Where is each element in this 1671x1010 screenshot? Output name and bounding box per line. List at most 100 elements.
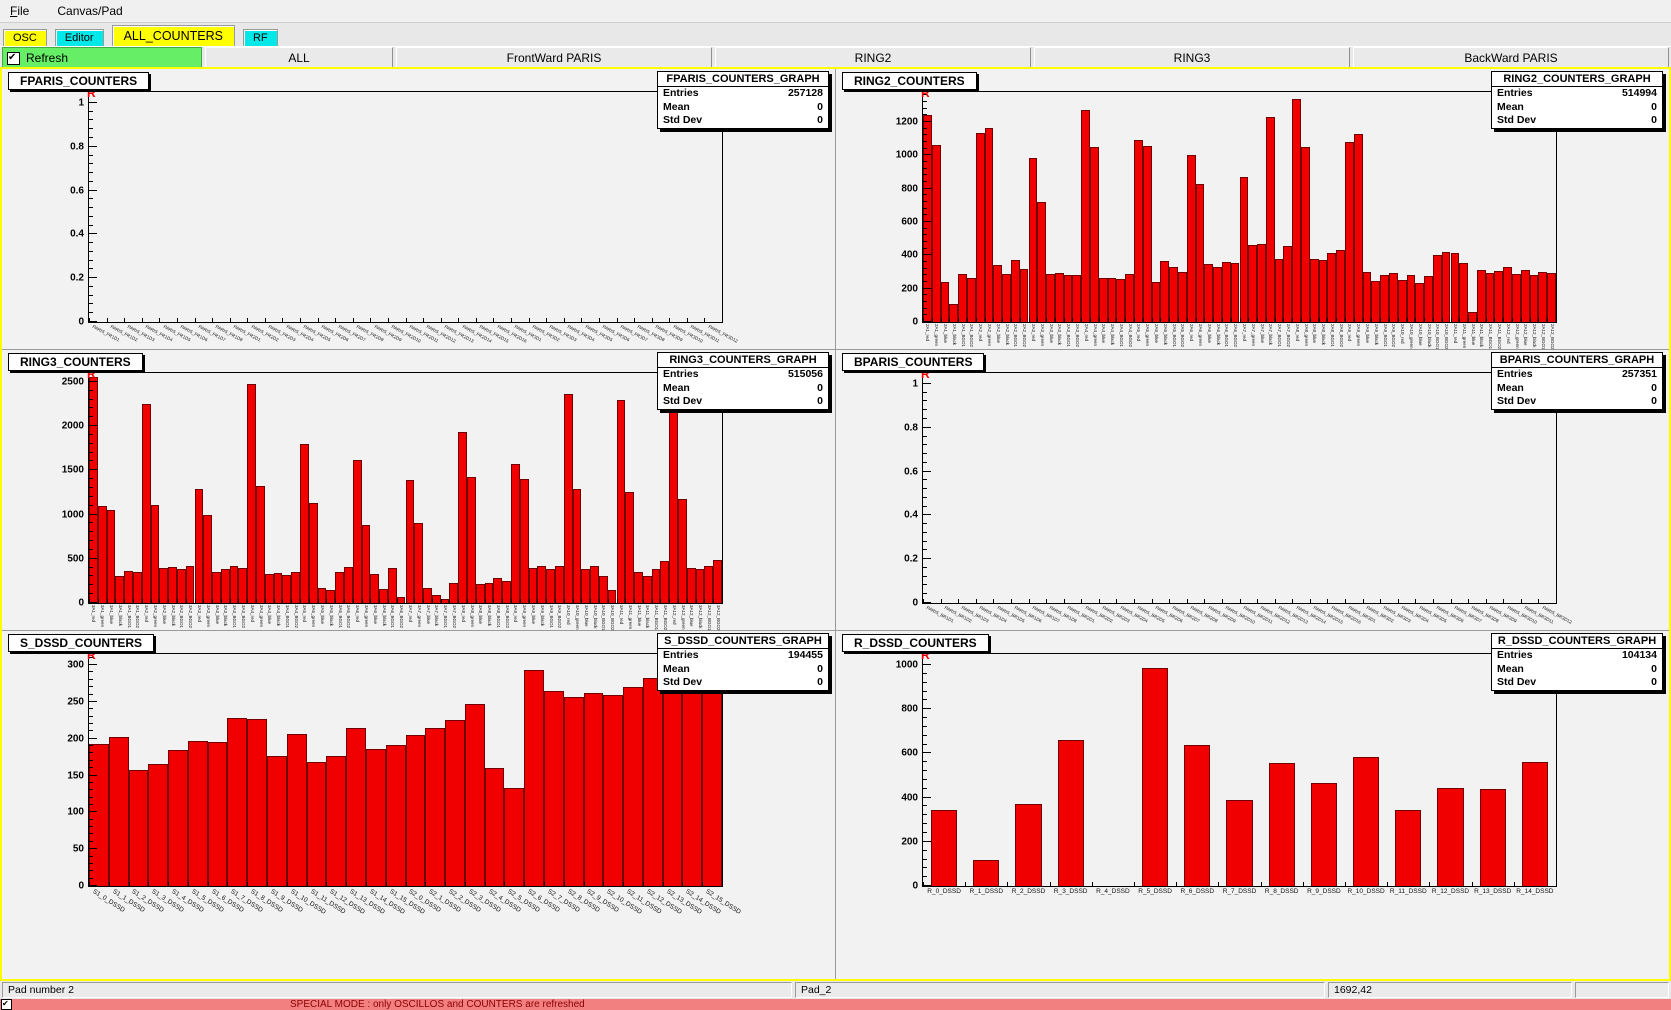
stats-box[interactable]: RING3_COUNTERS_GRAPH Entries 515056 Mean 0… xyxy=(657,352,829,410)
pad-ring3-counters[interactable]: RING3_COUNTERS RING3_COUNTERS_GRAPH Entr… xyxy=(2,350,835,631)
histogram-bar xyxy=(607,589,617,603)
histogram-bar xyxy=(387,568,397,603)
histogram-bar xyxy=(1116,278,1126,322)
x-axis-tick xyxy=(546,599,548,603)
pad-fparis-counters[interactable]: FPARIS_COUNTERS FPARIS_COUNTERS_GRAPH En… xyxy=(2,69,835,349)
refresh-toggle[interactable]: Refresh xyxy=(2,47,202,69)
y-axis-tick-label: 400 xyxy=(901,249,918,261)
x-axis-tick xyxy=(1028,318,1030,322)
x-axis-tick xyxy=(702,882,704,886)
x-axis-tick xyxy=(207,882,209,886)
root-canvas[interactable]: FPARIS_COUNTERS FPARIS_COUNTERS_GRAPH En… xyxy=(0,67,1671,981)
x-axis-tick xyxy=(385,882,387,886)
y-axis-minor-tick xyxy=(89,224,93,226)
y-axis-minor-tick xyxy=(923,743,927,745)
x-axis-tick xyxy=(1345,882,1346,886)
stats-box[interactable]: BPARIS_COUNTERS_GRAPH Entries 257351 Mean… xyxy=(1491,352,1663,410)
x-axis-tick xyxy=(923,318,924,322)
plot-area[interactable]: R 0 50 100 150 200 250 300 S1_0_DSSD S1_1_DSSD S1_… xyxy=(67,648,742,916)
button-all[interactable]: ALL xyxy=(205,47,393,69)
y-axis-minor-tick xyxy=(923,849,927,851)
button-backward-paris[interactable]: BackWard PARIS xyxy=(1353,47,1669,69)
x-axis-tick xyxy=(722,318,723,322)
x-axis-tick-label: 3A3_blue xyxy=(214,605,220,625)
pad-s-dssd-counters[interactable]: S_DSSD_COUNTERS S_DSSD_COUNTERS_GRAPH En… xyxy=(2,631,835,979)
x-axis-tick-label: 2A7_BGO1 xyxy=(1277,324,1283,348)
stats-value: 0 xyxy=(1651,114,1657,126)
histogram-bar xyxy=(484,768,505,886)
y-axis-minor-tick xyxy=(89,759,93,761)
plot-area[interactable]: R 0 200 400 600 800 1000 R_0_DSSD R_1_DSSD R_2_DS… xyxy=(896,648,1557,895)
x-axis-tick-label: 3A12_green xyxy=(680,605,686,630)
stats-box[interactable]: FPARIS_COUNTERS_GRAPH Entries 257128 Mean… xyxy=(657,71,829,129)
y-axis-minor-tick xyxy=(923,761,927,763)
plot-area[interactable]: R 0 500 1000 1500 2000 2500 3A1_red 3A1_green 3A1… xyxy=(62,367,723,631)
histogram-bar xyxy=(449,582,459,603)
histogram-bar xyxy=(1476,270,1486,322)
histogram-bar xyxy=(176,569,186,603)
x-axis-tick xyxy=(379,599,381,603)
button-ring3[interactable]: RING3 xyxy=(1034,47,1350,69)
histogram-bar xyxy=(1345,142,1354,322)
plot-area[interactable]: R 0 0.2 0.4 0.6 0.8 1 PARIS_FR1D1 PARIS_FR1D2 PAR… xyxy=(70,86,738,344)
x-axis-tick xyxy=(405,882,407,886)
x-axis-tick xyxy=(607,599,609,603)
y-axis-minor-tick xyxy=(89,548,93,550)
histogram-bar xyxy=(1309,258,1319,322)
tab-all-counters[interactable]: ALL_COUNTERS xyxy=(111,25,235,46)
histogram-bar xyxy=(405,735,426,886)
x-axis-tick xyxy=(1125,318,1127,322)
x-axis-tick xyxy=(524,882,526,886)
y-axis-minor-tick xyxy=(923,201,927,202)
x-axis-tick xyxy=(1468,599,1470,603)
x-axis-tick xyxy=(286,882,288,886)
y-axis-major-tick xyxy=(89,145,97,147)
x-axis-tick xyxy=(1471,882,1473,886)
tab-rf[interactable]: RF xyxy=(242,29,278,46)
plot-area[interactable]: R 0 200 400 600 800 1000 1200 2A1_red 2A1_green 2A… xyxy=(896,86,1557,350)
x-axis-tick-label: 2A6_BGO1 xyxy=(1224,324,1230,348)
tab-osc[interactable]: OSC xyxy=(3,29,47,46)
y-axis-tick-label: 50 xyxy=(72,843,84,855)
plot-area[interactable]: R 0 0.2 0.4 0.6 0.8 1 PARIS_BR1D1 PARIS_BR1D2 PAR… xyxy=(904,367,1572,625)
y-axis-minor-tick xyxy=(89,207,93,209)
stats-box[interactable]: S_DSSD_COUNTERS_GRAPH Entries 194455 Mean… xyxy=(657,633,829,691)
y-axis-minor-tick xyxy=(923,505,927,507)
stats-box[interactable]: RING2_COUNTERS_GRAPH Entries 514994 Mean 0… xyxy=(1491,71,1663,129)
stats-title: RING2_COUNTERS_GRAPH xyxy=(1492,72,1662,87)
tab-editor[interactable]: Editor xyxy=(54,29,104,46)
pad-r-dssd-counters[interactable]: R_DSSD_COUNTERS R_DSSD_COUNTERS_GRAPH En… xyxy=(836,631,1669,979)
pad-ring2-counters[interactable]: RING2_COUNTERS RING2_COUNTERS_GRAPH Entr… xyxy=(836,69,1669,350)
refresh-checkbox[interactable] xyxy=(7,51,20,65)
histogram-bar xyxy=(524,670,544,886)
x-axis-tick xyxy=(89,599,90,603)
x-axis-tick xyxy=(1081,318,1083,322)
y-axis-minor-tick xyxy=(923,134,927,136)
special-mode-checkbox[interactable] xyxy=(1,999,12,1010)
histogram-bar xyxy=(1098,277,1108,322)
histogram-bar xyxy=(563,696,584,886)
histogram-bar xyxy=(425,728,446,886)
x-axis-tick xyxy=(1309,318,1311,322)
button-frontward-paris[interactable]: FrontWard PARIS xyxy=(396,47,712,69)
x-axis-tick xyxy=(704,599,706,603)
pad-bparis-counters[interactable]: BPARIS_COUNTERS BPARIS_COUNTERS_GRAPH En… xyxy=(836,350,1669,630)
menu-file[interactable]: File xyxy=(10,4,30,18)
stats-box[interactable]: R_DSSD_COUNTERS_GRAPH Entries 104134 Mean… xyxy=(1491,633,1663,691)
histogram-bar xyxy=(966,277,976,322)
stats-value: 0 xyxy=(817,395,823,407)
button-ring2[interactable]: RING2 xyxy=(715,47,1031,69)
x-axis-tick xyxy=(669,318,671,322)
stats-label: Mean xyxy=(1497,381,1524,394)
stats-label: Entries xyxy=(1497,87,1533,99)
y-axis-minor-tick xyxy=(89,870,93,872)
menu-canvas-pad[interactable]: Canvas/Pad xyxy=(57,4,123,18)
x-axis-tick xyxy=(713,599,715,603)
x-axis-tick-label: 2A8_green xyxy=(1303,324,1309,347)
x-axis-tick xyxy=(106,599,108,603)
status-pad-name: Pad_2 xyxy=(795,982,1325,998)
histogram-bar xyxy=(467,477,476,603)
x-axis-tick-label: 2A12_BGO1 xyxy=(1540,324,1546,350)
x-axis-tick-label: 2A8_blue xyxy=(1312,324,1318,344)
x-axis-tick-label: 2A7_blue xyxy=(1259,324,1265,344)
